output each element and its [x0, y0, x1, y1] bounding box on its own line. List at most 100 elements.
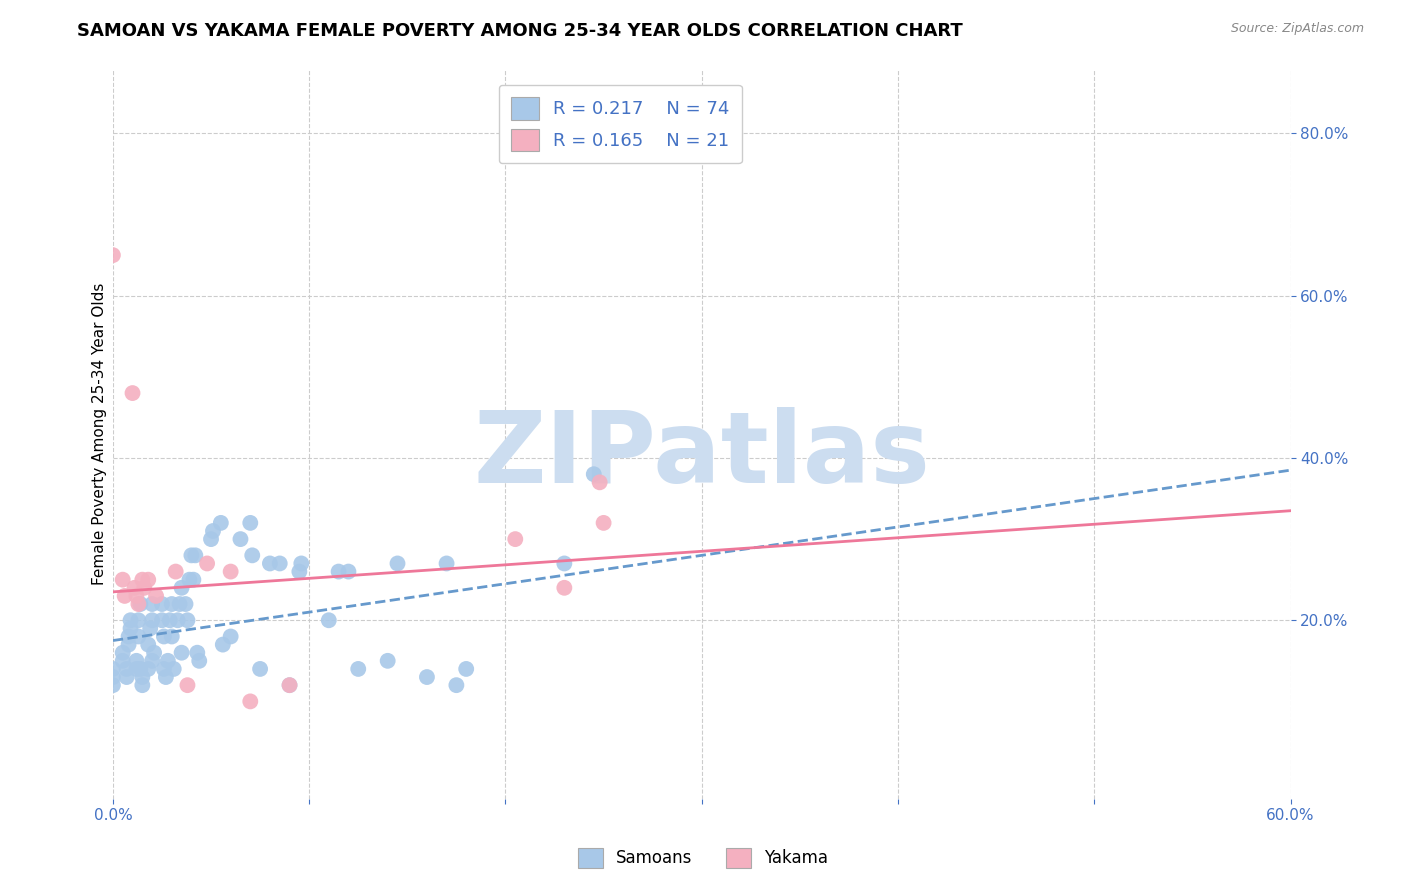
Point	[259, 557, 281, 571]
Point	[129, 597, 152, 611]
Point	[278, 678, 301, 692]
Point	[129, 662, 152, 676]
Point	[174, 597, 197, 611]
Point	[387, 557, 409, 571]
Point	[127, 630, 149, 644]
Point	[127, 597, 149, 611]
Point	[170, 581, 193, 595]
Point	[159, 613, 181, 627]
Point	[124, 581, 146, 595]
Point	[136, 638, 159, 652]
Text: ZIPatlas: ZIPatlas	[474, 407, 931, 504]
Point	[592, 516, 614, 530]
Point	[101, 678, 124, 692]
Point	[503, 532, 526, 546]
Point	[179, 573, 201, 587]
Point	[120, 613, 142, 627]
Point	[170, 646, 193, 660]
Point	[347, 662, 370, 676]
Point	[436, 557, 458, 571]
Y-axis label: Female Poverty Among 25-34 Year Olds: Female Poverty Among 25-34 Year Olds	[93, 283, 107, 585]
Point	[136, 573, 159, 587]
Point	[200, 532, 222, 546]
Point	[240, 549, 263, 563]
Point	[134, 581, 156, 595]
Point	[186, 646, 208, 660]
Point	[136, 662, 159, 676]
Point	[446, 678, 468, 692]
Point	[219, 630, 242, 644]
Point	[184, 549, 207, 563]
Point	[115, 662, 138, 676]
Point	[176, 613, 198, 627]
Point	[111, 573, 134, 587]
Point	[143, 646, 166, 660]
Point	[328, 565, 350, 579]
Point	[153, 662, 176, 676]
Point	[165, 565, 187, 579]
Point	[377, 654, 399, 668]
Point	[166, 613, 188, 627]
Point	[111, 654, 134, 668]
Point	[160, 630, 183, 644]
Point	[111, 646, 134, 660]
Point	[249, 662, 271, 676]
Point	[101, 670, 124, 684]
Point	[131, 670, 153, 684]
Point	[125, 662, 148, 676]
Point	[553, 581, 575, 595]
Point	[239, 516, 262, 530]
Point	[145, 589, 167, 603]
Point	[101, 662, 124, 676]
Point	[150, 597, 173, 611]
Point	[114, 589, 136, 603]
Point	[115, 670, 138, 684]
Point	[553, 557, 575, 571]
Point	[101, 248, 124, 262]
Point	[139, 621, 162, 635]
Point	[589, 475, 612, 490]
Point	[229, 532, 252, 546]
Point	[582, 467, 605, 482]
Point	[269, 557, 291, 571]
Point	[141, 597, 163, 611]
Point	[127, 613, 149, 627]
Legend: R = 0.217    N = 74, R = 0.165    N = 21: R = 0.217 N = 74, R = 0.165 N = 21	[499, 85, 742, 163]
Point	[169, 597, 191, 611]
Point	[176, 678, 198, 692]
Point	[121, 386, 143, 401]
Text: Source: ZipAtlas.com: Source: ZipAtlas.com	[1230, 22, 1364, 36]
Point	[131, 573, 153, 587]
Point	[416, 670, 439, 684]
Point	[195, 557, 218, 571]
Point	[239, 694, 262, 708]
Point	[188, 654, 211, 668]
Point	[150, 613, 173, 627]
Point	[141, 613, 163, 627]
Text: SAMOAN VS YAKAMA FEMALE POVERTY AMONG 25-34 YEAR OLDS CORRELATION CHART: SAMOAN VS YAKAMA FEMALE POVERTY AMONG 25…	[77, 22, 963, 40]
Point	[456, 662, 478, 676]
Point	[160, 597, 183, 611]
Point	[278, 678, 301, 692]
Point	[153, 630, 176, 644]
Point	[180, 549, 202, 563]
Point	[318, 613, 340, 627]
Point	[201, 524, 224, 538]
Point	[219, 565, 242, 579]
Point	[183, 573, 205, 587]
Point	[156, 654, 179, 668]
Point	[125, 654, 148, 668]
Point	[288, 565, 311, 579]
Point	[163, 662, 186, 676]
Point	[209, 516, 232, 530]
Legend: Samoans, Yakama: Samoans, Yakama	[571, 841, 835, 875]
Point	[125, 589, 148, 603]
Point	[211, 638, 233, 652]
Point	[131, 678, 153, 692]
Point	[117, 630, 139, 644]
Point	[290, 557, 312, 571]
Point	[117, 638, 139, 652]
Point	[155, 670, 177, 684]
Point	[337, 565, 360, 579]
Point	[120, 621, 142, 635]
